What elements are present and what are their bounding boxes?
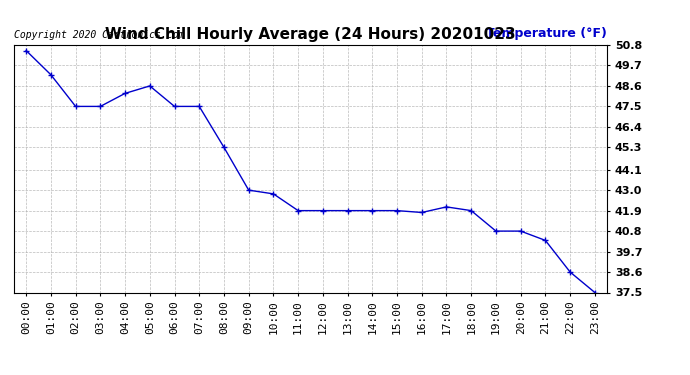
Title: Wind Chill Hourly Average (24 Hours) 20201023: Wind Chill Hourly Average (24 Hours) 202… <box>105 27 516 42</box>
Text: Copyright 2020 Cartronics.com: Copyright 2020 Cartronics.com <box>14 30 184 40</box>
Text: Temperature (°F): Temperature (°F) <box>486 27 607 40</box>
